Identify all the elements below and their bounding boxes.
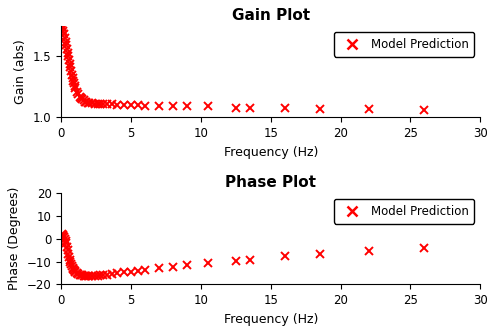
- Title: Gain Plot: Gain Plot: [232, 8, 310, 23]
- Legend: Model Prediction: Model Prediction: [334, 199, 474, 223]
- Y-axis label: Phase (Degrees): Phase (Degrees): [8, 187, 21, 290]
- Legend: Model Prediction: Model Prediction: [334, 32, 474, 56]
- Y-axis label: Gain (abs): Gain (abs): [14, 39, 27, 104]
- Title: Phase Plot: Phase Plot: [225, 175, 316, 190]
- X-axis label: Frequency (Hz): Frequency (Hz): [224, 313, 318, 326]
- X-axis label: Frequency (Hz): Frequency (Hz): [224, 146, 318, 159]
